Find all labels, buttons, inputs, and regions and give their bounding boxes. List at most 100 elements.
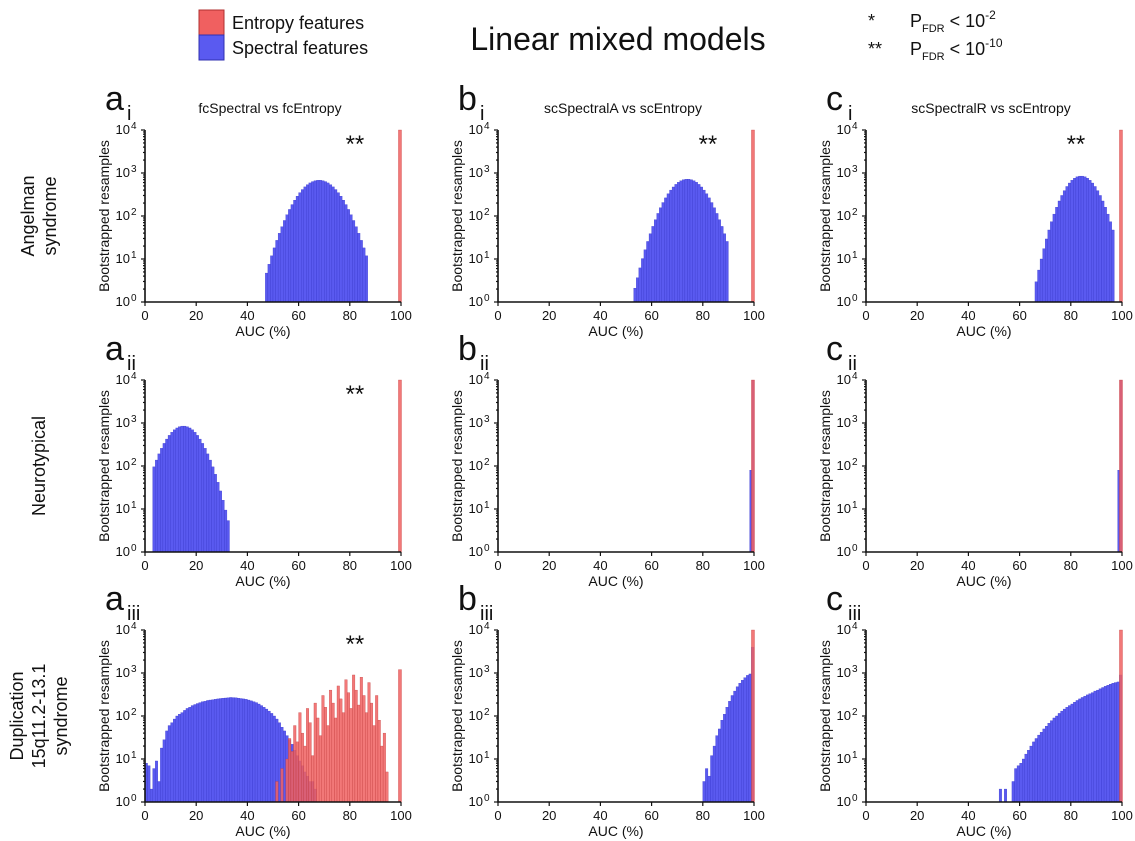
y-tick-label: 10 bbox=[469, 794, 483, 809]
spectral-bar bbox=[1091, 692, 1094, 803]
spectral-bar bbox=[149, 788, 153, 803]
spectral-bar bbox=[738, 683, 742, 803]
y-tick-exponent: 1 bbox=[131, 500, 137, 511]
spectral-bar bbox=[707, 197, 711, 303]
spectral-bar bbox=[1014, 768, 1018, 803]
spectral-bar bbox=[157, 781, 161, 803]
x-tick-label: 40 bbox=[240, 808, 254, 823]
spectral-bar bbox=[208, 699, 212, 803]
x-axis-label: AUC (%) bbox=[956, 823, 1011, 839]
spectral-bar bbox=[219, 698, 222, 803]
spectral-bar bbox=[1055, 207, 1059, 303]
entropy-bar bbox=[367, 682, 371, 803]
spectral-bar bbox=[203, 701, 207, 803]
y-tick-label: 10 bbox=[469, 622, 483, 637]
y-tick-label: 10 bbox=[116, 122, 130, 137]
spectral-bar bbox=[354, 226, 358, 303]
y-tick-exponent: 1 bbox=[131, 250, 137, 261]
spectral-bar bbox=[1106, 213, 1110, 303]
spectral-bar bbox=[1029, 745, 1033, 803]
spectral-bar bbox=[705, 193, 709, 303]
spectral-bar bbox=[1060, 195, 1064, 303]
spectral-bar bbox=[272, 247, 276, 303]
entropy-bar bbox=[751, 629, 755, 803]
spectral-bar bbox=[213, 699, 217, 803]
entropy-bar bbox=[318, 735, 322, 803]
y-tick-label: 10 bbox=[837, 251, 851, 266]
x-tick-label: 0 bbox=[494, 558, 501, 573]
spectral-bar bbox=[669, 189, 673, 303]
spectral-bar bbox=[249, 700, 253, 803]
entropy-bar bbox=[347, 692, 350, 803]
spectral-bar bbox=[636, 277, 639, 303]
panel-letter: b bbox=[458, 330, 477, 368]
row-label-2: Neurotypical bbox=[29, 416, 49, 516]
y-tick-exponent: 0 bbox=[131, 543, 137, 554]
spectral-bar bbox=[1052, 213, 1056, 303]
y-tick-exponent: 1 bbox=[852, 500, 858, 511]
spectral-bar bbox=[201, 701, 205, 803]
y-axis-label: Bootstrapped resamples bbox=[449, 390, 465, 542]
x-axis-label: AUC (%) bbox=[235, 823, 290, 839]
entropy-bar bbox=[359, 677, 363, 803]
spectral-bar bbox=[1016, 765, 1020, 803]
y-tick-exponent: 3 bbox=[131, 664, 137, 675]
spectral-bar bbox=[741, 680, 744, 803]
entropy-bar bbox=[1119, 379, 1123, 553]
spectral-bar bbox=[725, 241, 729, 303]
spectral-bar bbox=[659, 207, 662, 303]
x-tick-label: 60 bbox=[1012, 808, 1026, 823]
spectral-bar bbox=[1111, 229, 1115, 303]
y-tick-exponent: 3 bbox=[484, 414, 490, 425]
axes-frame bbox=[865, 380, 1122, 553]
y-tick-label: 10 bbox=[837, 122, 851, 137]
spectral-bar bbox=[1078, 698, 1082, 803]
y-tick-exponent: 0 bbox=[131, 793, 137, 804]
entropy-bar bbox=[352, 674, 356, 803]
spectral-bar bbox=[206, 700, 210, 803]
panel-b-i: b i scSpectralA vs scEntropy**0 20 40 60 80 100… bbox=[449, 80, 765, 339]
spectral-bar bbox=[211, 699, 215, 803]
spectral-bar bbox=[661, 202, 665, 303]
y-tick-exponent: 2 bbox=[484, 457, 490, 468]
x-tick-label: 0 bbox=[494, 308, 501, 323]
spectral-bar bbox=[1062, 708, 1066, 803]
spectral-bar bbox=[1116, 681, 1120, 803]
entropy-bar bbox=[280, 768, 284, 803]
x-tick-label: 20 bbox=[189, 558, 203, 573]
entropy-bar bbox=[301, 732, 304, 803]
y-tick-label: 10 bbox=[116, 751, 130, 766]
spectral-bar bbox=[718, 728, 721, 803]
panel-letter-subscript: iii bbox=[848, 603, 861, 625]
panel-c-i: c i scSpectralR vs scEntropy**0 20 40 60 80 100… bbox=[817, 80, 1133, 339]
panel-letter: b bbox=[458, 580, 477, 618]
spectral-bar bbox=[1039, 258, 1043, 303]
spectral-bar bbox=[155, 760, 158, 803]
y-axis-label: Bootstrapped resamples bbox=[817, 140, 833, 292]
x-tick-label: 40 bbox=[961, 808, 975, 823]
spectral-bar bbox=[671, 186, 675, 303]
spectral-bar bbox=[175, 427, 179, 553]
x-tick-label: 100 bbox=[743, 308, 765, 323]
x-tick-label: 100 bbox=[390, 808, 412, 823]
spectral-bar bbox=[318, 180, 322, 303]
panel-letter-subscript: i bbox=[127, 103, 131, 125]
legend-swatch-entropy bbox=[198, 9, 225, 36]
spectral-bar bbox=[290, 204, 294, 303]
x-tick-label: 100 bbox=[390, 308, 412, 323]
y-tick-label: 10 bbox=[837, 501, 851, 516]
spectral-bar bbox=[1086, 178, 1089, 303]
spectral-bar bbox=[674, 184, 678, 303]
x-tick-label: 60 bbox=[1012, 308, 1026, 323]
x-tick-label: 40 bbox=[240, 308, 254, 323]
entropy-bar bbox=[275, 781, 279, 803]
x-axis-label: AUC (%) bbox=[235, 573, 290, 589]
entropy-bar bbox=[1119, 129, 1123, 303]
spectral-bar bbox=[710, 202, 714, 303]
y-tick-label: 10 bbox=[469, 165, 483, 180]
x-tick-label: 100 bbox=[743, 808, 765, 823]
entropy-bar bbox=[398, 129, 402, 303]
